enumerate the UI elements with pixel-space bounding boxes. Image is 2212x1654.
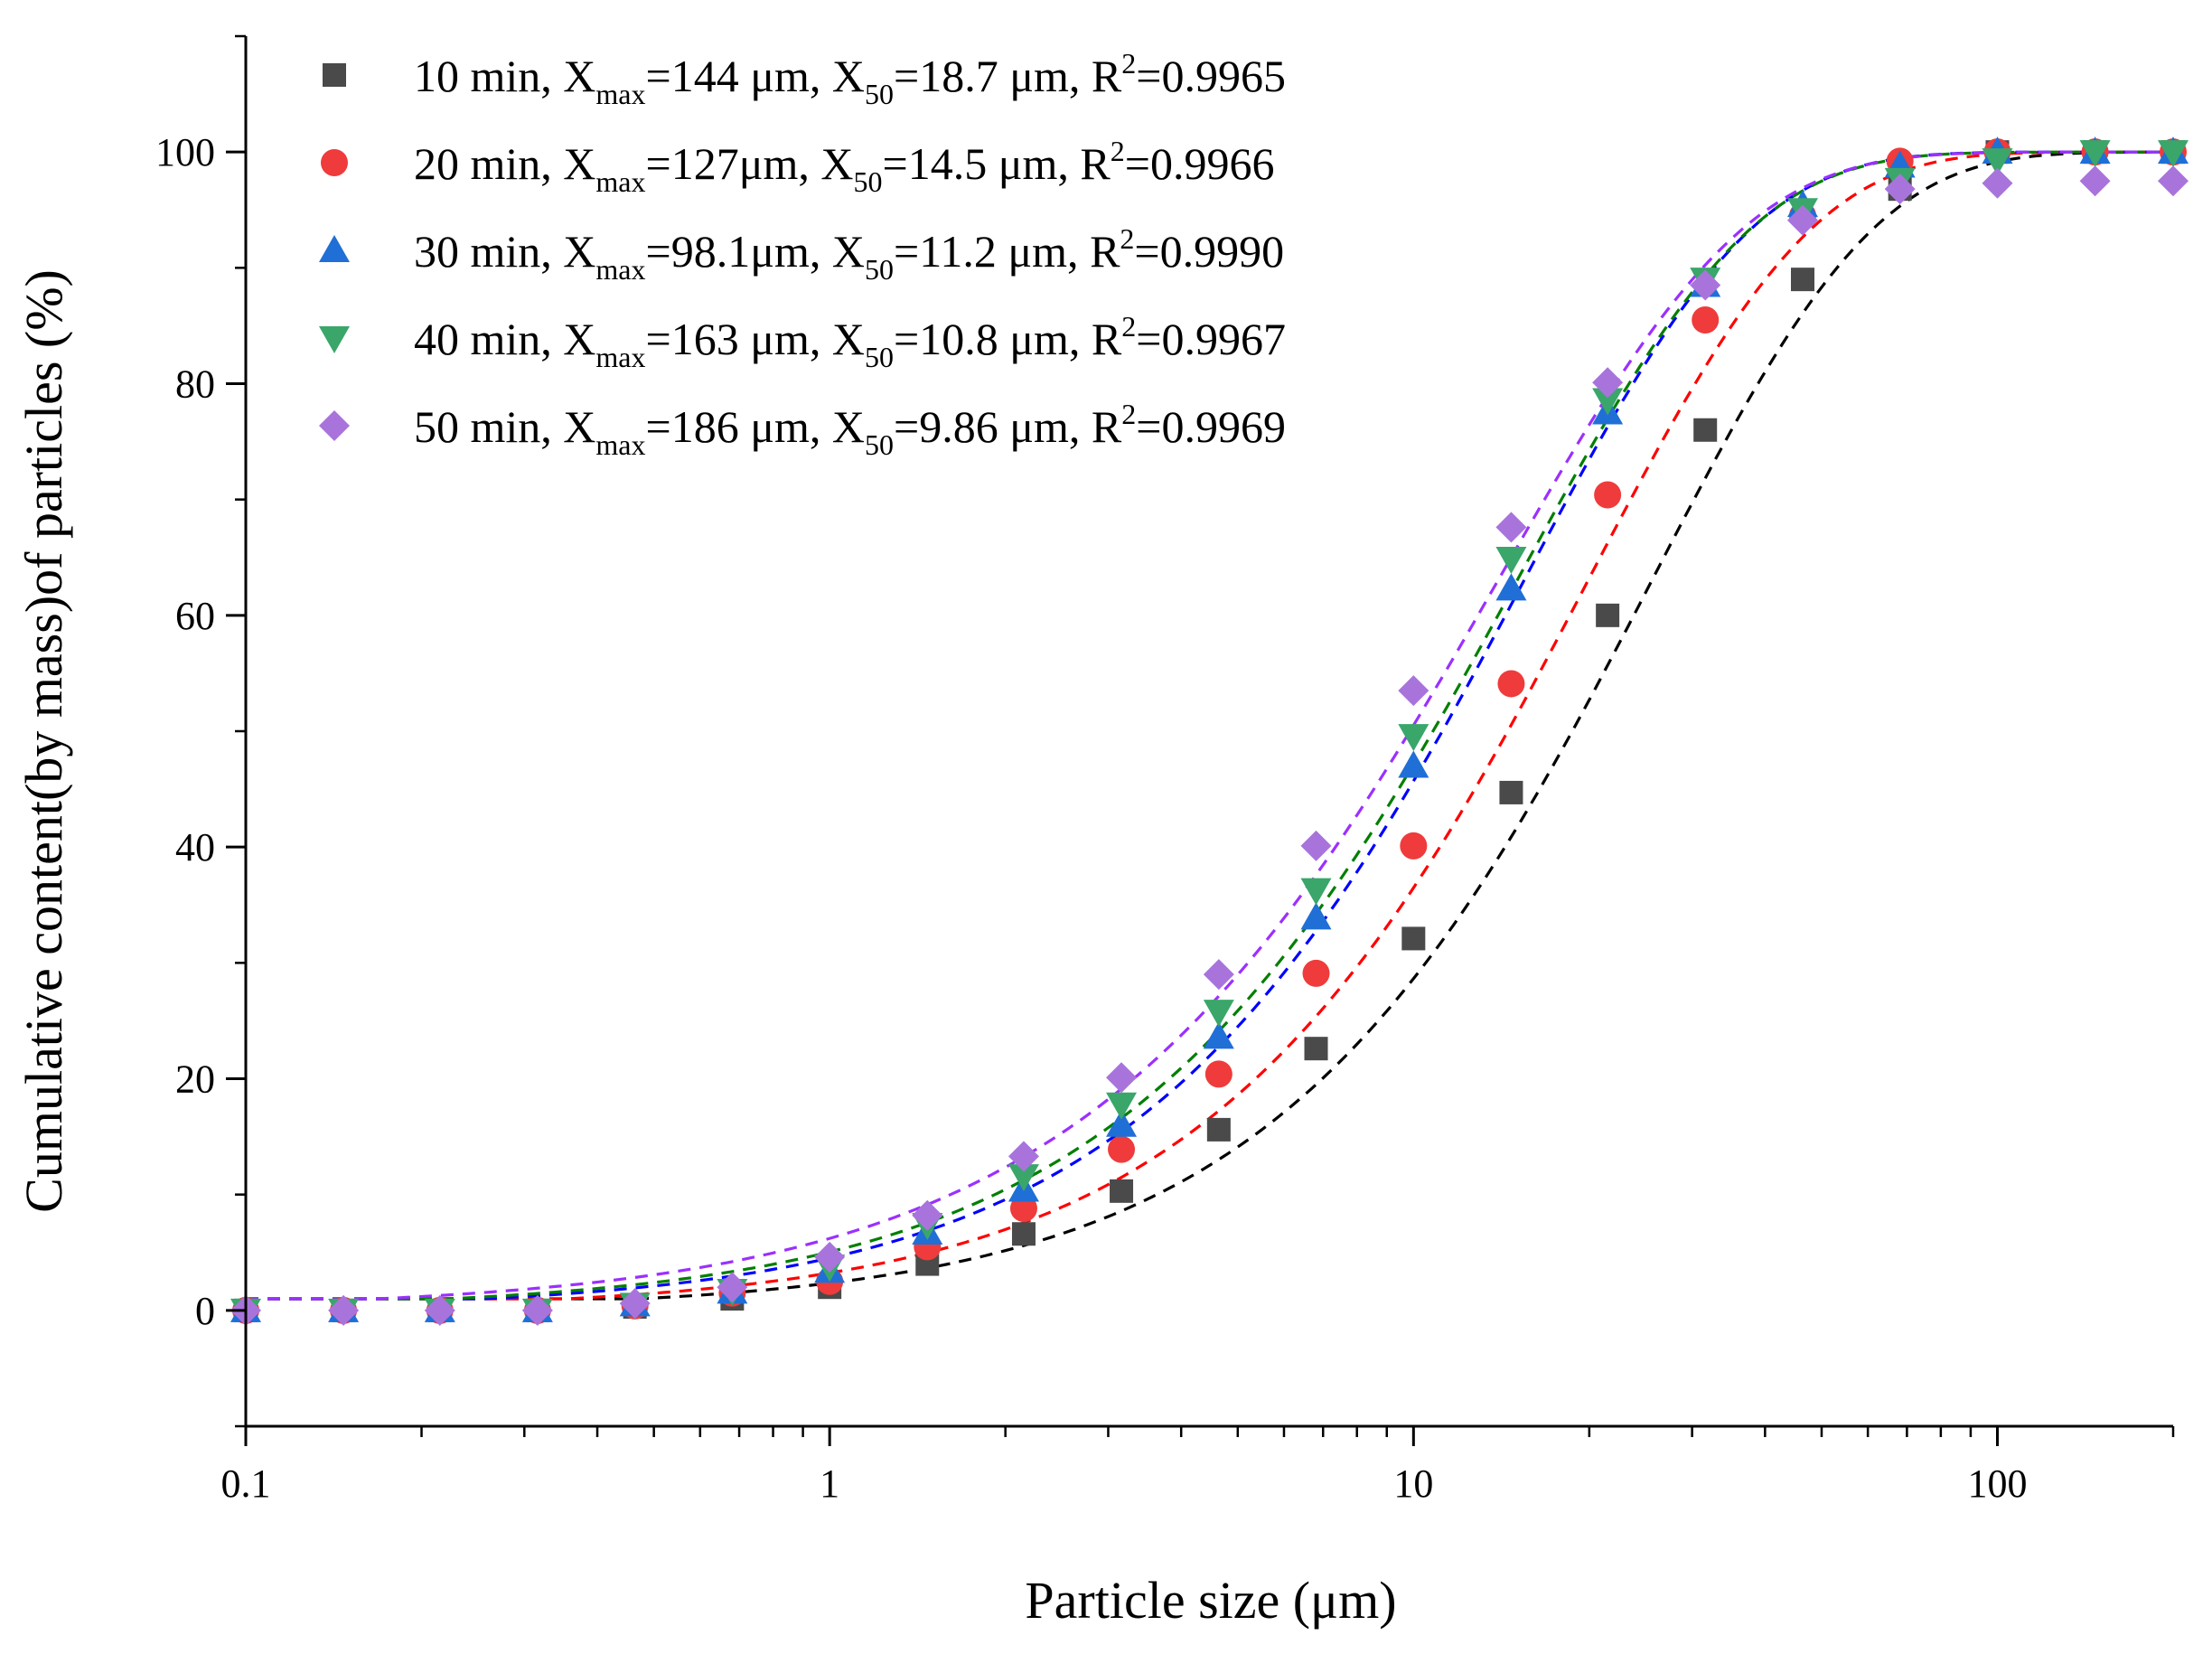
legend-label-2: 20 min, Xmax=127μm, X50=14.5 μm, R2=0.99… — [414, 135, 1274, 198]
data-point-2 — [1400, 832, 1428, 860]
fit-curve-1 — [246, 150, 2173, 1301]
data-point-5 — [1982, 167, 2013, 199]
data-point-5 — [424, 1294, 455, 1326]
legend-marker-2 — [321, 149, 348, 176]
data-point-5 — [2158, 165, 2189, 197]
fit-curve-5 — [246, 150, 2173, 1301]
data-point-5 — [912, 1199, 943, 1231]
legend-marker-4 — [319, 326, 350, 353]
data-point-3 — [1203, 1021, 1234, 1049]
data-point-4 — [1300, 878, 1332, 906]
y-tick-label: 80 — [175, 362, 215, 407]
x-axis-title: Particle size (μm) — [1025, 1571, 1396, 1630]
data-point-1 — [1791, 268, 1815, 292]
data-point-2 — [1302, 959, 1330, 987]
legend-label-1: 10 min, Xmax=144 μm, X50=18.7 μm, R2=0.9… — [414, 47, 1286, 110]
x-tick-label: 10 — [1393, 1461, 1433, 1506]
data-point-5 — [1300, 830, 1332, 861]
data-point-2 — [1204, 1060, 1233, 1088]
y-tick-label: 0 — [195, 1289, 215, 1333]
data-point-2 — [1692, 306, 1720, 334]
data-point-5 — [1592, 367, 1624, 399]
data-point-1 — [1596, 603, 1620, 627]
data-point-5 — [2079, 165, 2111, 197]
data-markers — [230, 136, 2189, 1326]
data-point-1 — [1206, 1117, 1231, 1142]
data-point-4 — [1495, 547, 1527, 575]
tick-labels: 0.1 1 10 100 0 20 40 60 80 100 — [155, 130, 2027, 1506]
legend-label-5: 50 min, Xmax=186 μm, X50=9.86 μm, R2=0.9… — [414, 398, 1286, 461]
y-tick-label: 100 — [155, 130, 215, 174]
x-tick-label: 0.1 — [221, 1461, 271, 1506]
data-point-4 — [1982, 148, 2013, 176]
data-point-1 — [1499, 780, 1523, 804]
y-tick-label: 20 — [175, 1057, 215, 1102]
data-point-4 — [2158, 140, 2189, 168]
x-tick-label: 1 — [820, 1461, 839, 1506]
data-point-2 — [1108, 1135, 1136, 1163]
y-tick-label: 60 — [175, 594, 215, 638]
axes — [226, 34, 2175, 1446]
data-point-3 — [1495, 573, 1527, 601]
data-point-1 — [1401, 926, 1426, 951]
data-point-1 — [1693, 418, 1718, 442]
data-point-5 — [1398, 675, 1429, 707]
data-point-5 — [1690, 269, 1721, 301]
data-point-4 — [1398, 724, 1429, 752]
data-point-4 — [2079, 140, 2111, 168]
data-point-5 — [1495, 512, 1527, 543]
legend-marker-5 — [319, 410, 350, 441]
data-point-3 — [1106, 1109, 1138, 1137]
data-point-4 — [1106, 1092, 1138, 1120]
data-point-5 — [814, 1241, 846, 1273]
data-point-5 — [619, 1288, 651, 1320]
data-point-1 — [1304, 1037, 1328, 1061]
legend: 10 min, Xmax=144 μm, X50=18.7 μm, R2=0.9… — [319, 47, 1286, 461]
data-point-2 — [1594, 481, 1622, 509]
legend-marker-1 — [323, 63, 346, 87]
data-point-1 — [1011, 1222, 1036, 1246]
data-point-4 — [1203, 1000, 1234, 1028]
data-point-4 — [1592, 388, 1624, 416]
data-point-1 — [1110, 1179, 1134, 1203]
data-point-5 — [328, 1294, 360, 1326]
data-point-2 — [1009, 1195, 1037, 1223]
y-axis-title: Cumulative content(by mass)of particles … — [14, 269, 73, 1213]
data-point-3 — [1300, 902, 1332, 930]
y-tick-label: 40 — [175, 825, 215, 869]
legend-marker-3 — [319, 235, 350, 262]
data-point-5 — [717, 1272, 748, 1303]
legend-label-4: 40 min, Xmax=163 μm, X50=10.8 μm, R2=0.9… — [414, 310, 1286, 373]
x-tick-label: 100 — [1967, 1461, 2027, 1506]
data-point-2 — [1497, 670, 1525, 698]
data-point-5 — [1203, 959, 1234, 991]
data-point-5 — [1884, 174, 1916, 205]
data-point-5 — [521, 1294, 553, 1326]
data-point-5 — [1106, 1062, 1138, 1094]
data-point-5 — [1008, 1141, 1039, 1172]
data-point-5 — [1787, 204, 1819, 236]
data-point-4 — [1008, 1164, 1039, 1192]
data-point-3 — [1398, 750, 1429, 778]
legend-label-3: 30 min, Xmax=98.1μm, X50=11.2 μm, R2=0.9… — [414, 222, 1284, 286]
